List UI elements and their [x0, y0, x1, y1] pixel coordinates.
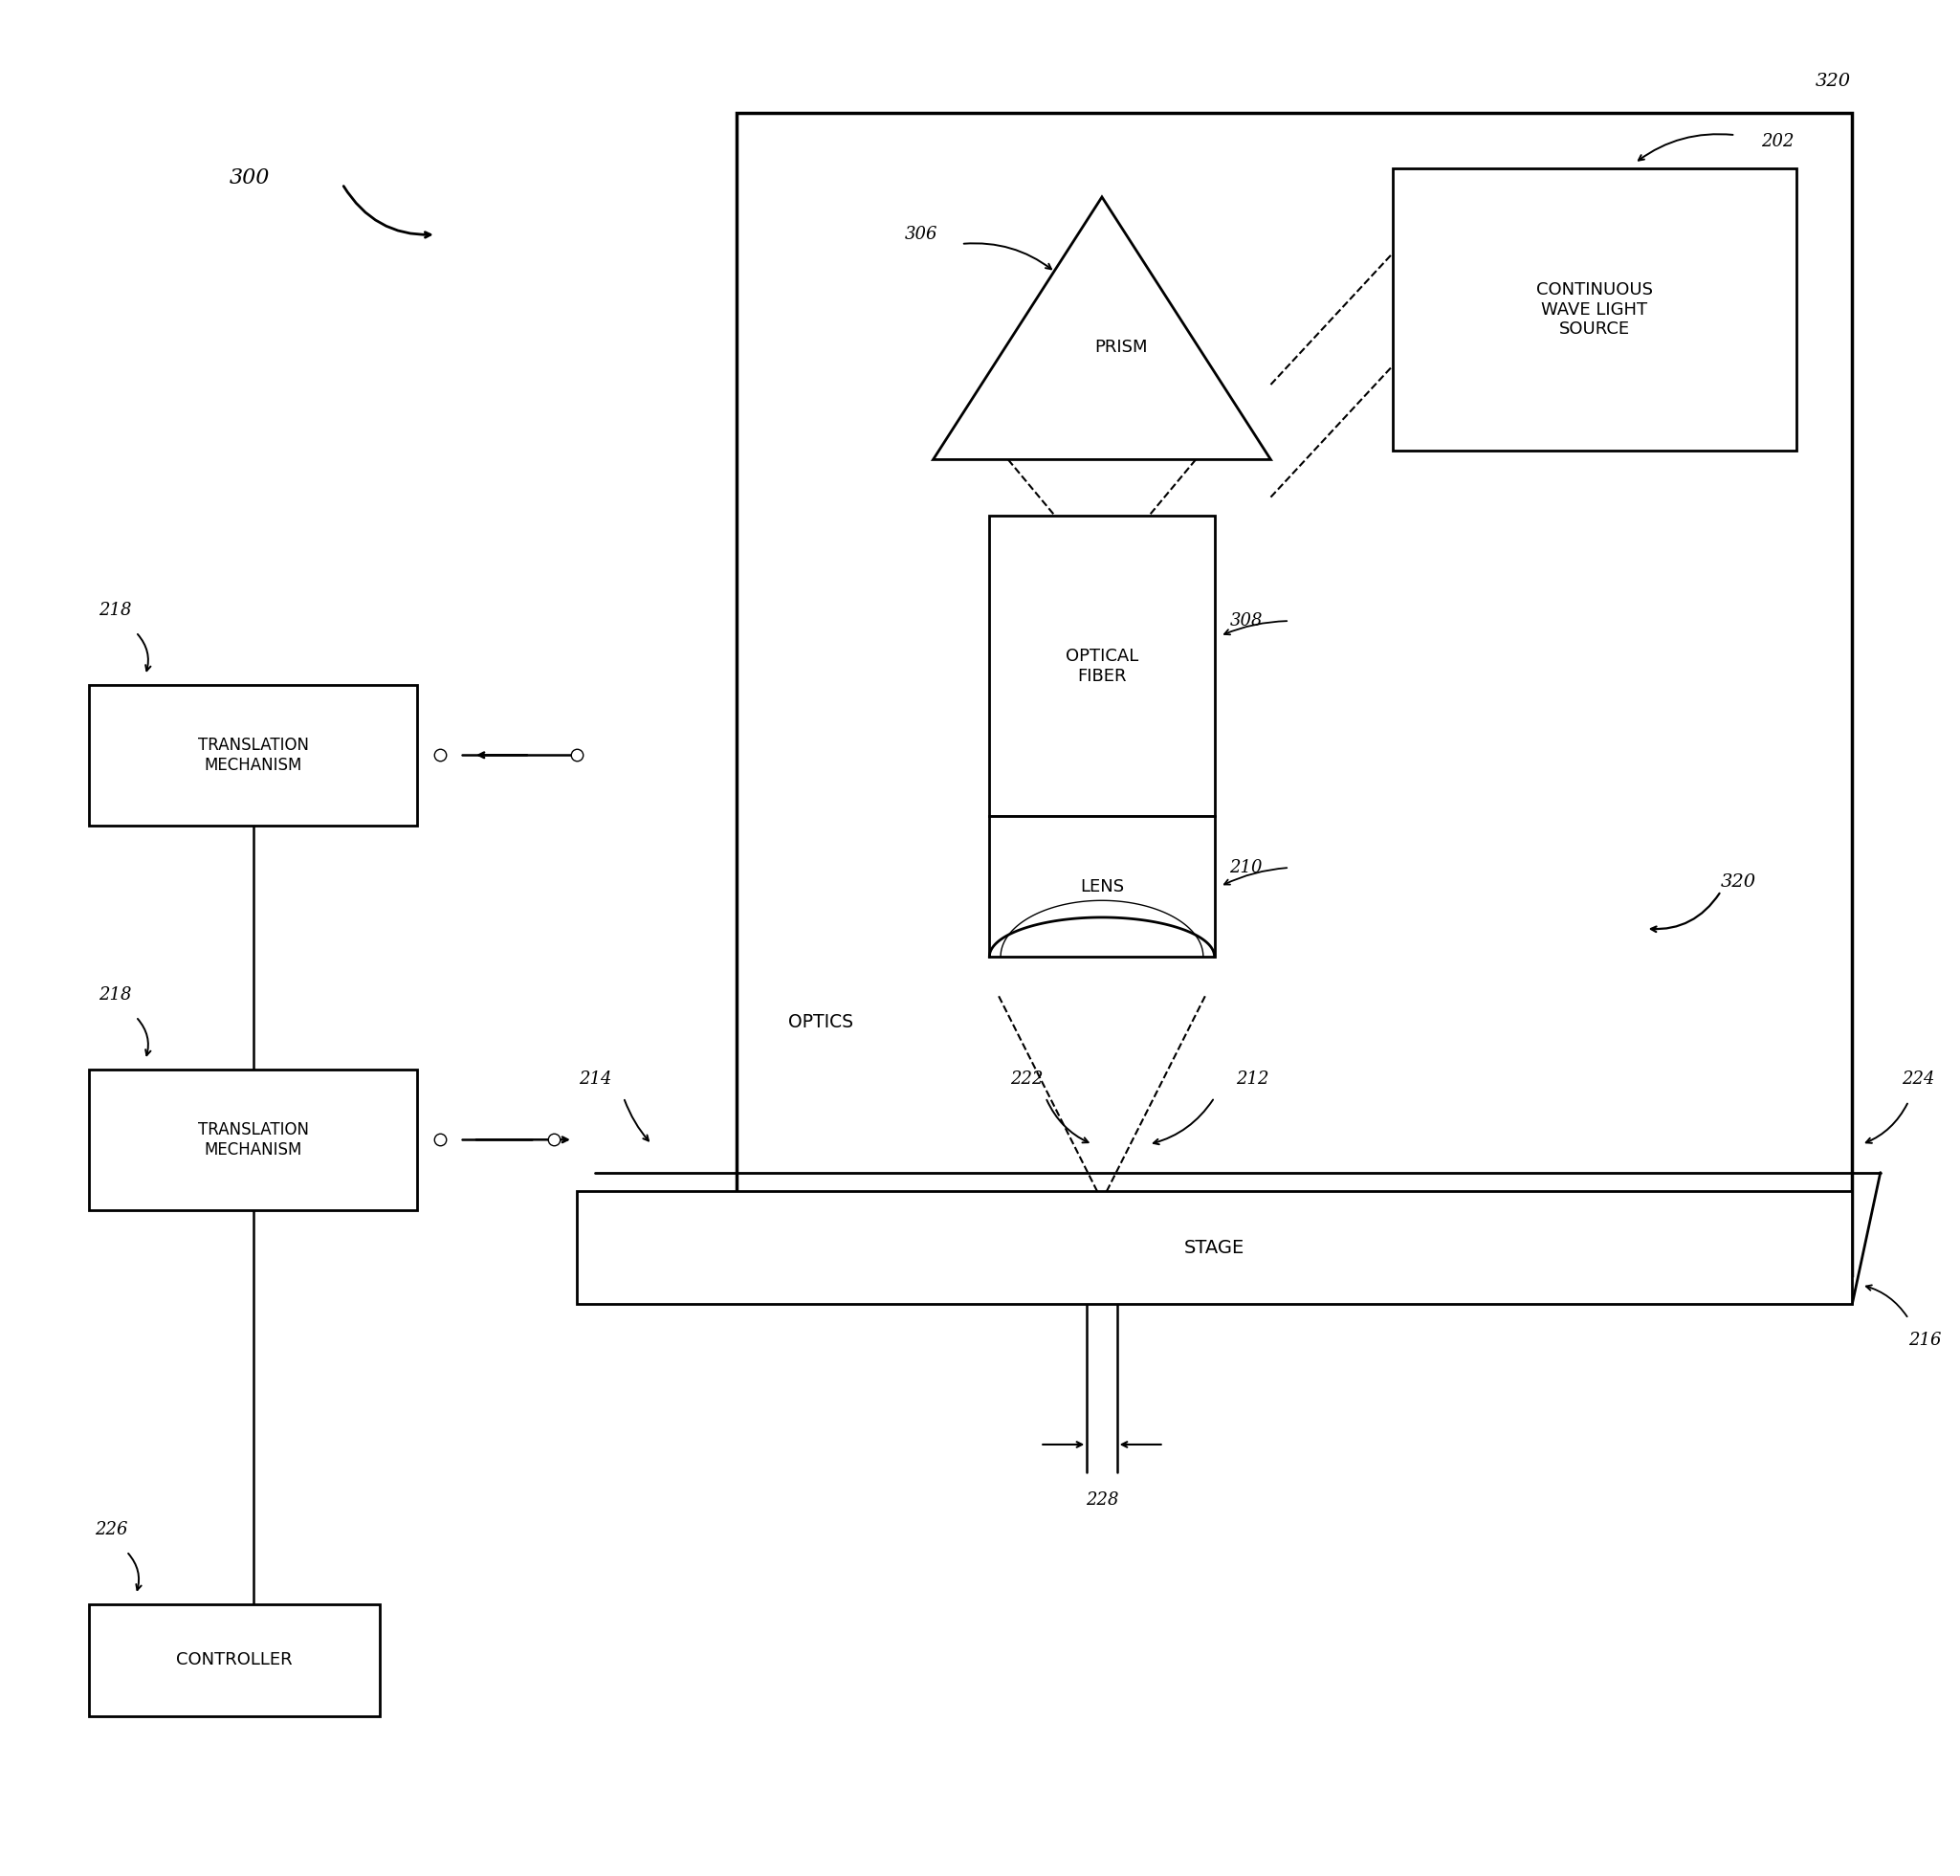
- Text: OPTICAL
FIBER: OPTICAL FIBER: [1066, 647, 1139, 685]
- Bar: [88, 1604, 380, 1717]
- Bar: [88, 685, 417, 825]
- Text: 306: 306: [906, 225, 939, 244]
- Bar: [990, 816, 1215, 957]
- Text: CONTINUOUS
WAVE LIGHT
SOURCE: CONTINUOUS WAVE LIGHT SOURCE: [1537, 281, 1652, 338]
- Text: 214: 214: [578, 1071, 612, 1088]
- Text: 224: 224: [1901, 1071, 1935, 1088]
- Polygon shape: [933, 197, 1270, 460]
- Text: LENS: LENS: [1080, 878, 1123, 895]
- Bar: [576, 1191, 1852, 1304]
- Text: TRANSLATION
MECHANISM: TRANSLATION MECHANISM: [198, 737, 308, 773]
- Text: 320: 320: [1721, 872, 1756, 891]
- Text: 216: 216: [1909, 1332, 1942, 1349]
- Text: 218: 218: [98, 987, 131, 1004]
- Text: 210: 210: [1229, 859, 1262, 876]
- Text: 300: 300: [229, 167, 270, 189]
- Bar: [88, 1069, 417, 1210]
- Bar: [990, 516, 1215, 816]
- Text: 222: 222: [1011, 1071, 1043, 1088]
- Bar: [737, 113, 1852, 1276]
- Text: 320: 320: [1815, 73, 1852, 90]
- Text: 212: 212: [1235, 1071, 1268, 1088]
- Text: 228: 228: [1086, 1491, 1119, 1508]
- Text: TRANSLATION
MECHANISM: TRANSLATION MECHANISM: [198, 1122, 308, 1157]
- Text: 308: 308: [1229, 612, 1262, 630]
- Text: 226: 226: [94, 1521, 127, 1538]
- Text: 218: 218: [98, 602, 131, 619]
- Text: CONTROLLER: CONTROLLER: [176, 1651, 292, 1670]
- Text: OPTICS: OPTICS: [788, 1013, 853, 1032]
- Text: 202: 202: [1760, 133, 1793, 150]
- Text: STAGE: STAGE: [1184, 1238, 1245, 1257]
- Text: PRISM: PRISM: [1094, 338, 1147, 356]
- Bar: [1394, 169, 1795, 450]
